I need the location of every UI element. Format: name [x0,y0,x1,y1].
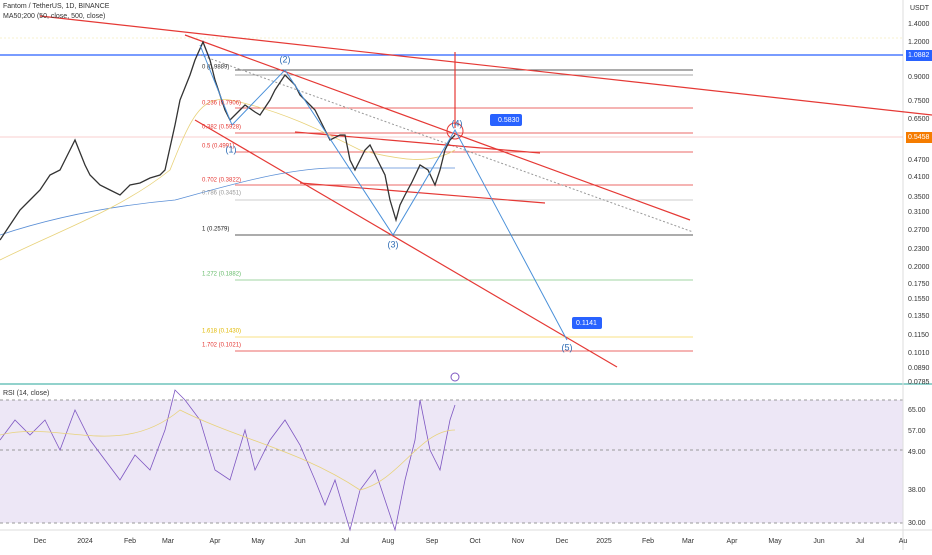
callout-box [490,114,522,126]
fib-label: 1 (0.2579) [202,227,229,233]
price-label: 0.1150 [908,332,929,339]
rsi-axis-label: 38.00 [908,487,926,494]
time-label: Jun [813,538,824,545]
price-label: 0.5458 [908,134,930,141]
fib-label: 0.786 (0.3451) [202,191,241,197]
time-label: Jul [856,538,865,545]
trendlines [39,15,932,368]
rsi-axis-label: 30.00 [908,520,926,527]
symbol-title: Fantom / TetherUS, 1D, BINANCE [3,3,110,10]
ma-legend: MA50;200 (50, close, 500, close) [3,13,105,20]
price-label: 1.0882 [908,52,930,59]
time-label: Feb [642,538,654,545]
time-label: Sep [426,538,439,545]
rsi-axis-label: 65.00 [908,407,926,414]
price-badge [906,132,932,143]
time-label: Apr [210,538,222,545]
price-label: 0.1750 [908,281,930,288]
wave-label: (5) [562,342,573,352]
time-label: Dec [556,538,569,545]
fib-label: 0 (0.9889) [202,65,229,71]
price-badge [906,50,932,61]
fib-label: 0.702 (0.3822) [202,178,241,184]
fib-label: 0.236 (0.7906) [202,101,241,107]
price-label: 0.3100 [908,209,930,216]
fib-label: 1.618 (0.1430) [202,329,241,335]
rsi-axis-label: 49.00 [908,449,926,456]
time-label: Nov [512,538,525,545]
ma200 [0,167,455,236]
price-label: 0.0785 [908,379,930,386]
time-label: Aug [382,538,395,545]
rsi-line [0,389,456,532]
time-label: Oct [470,538,481,545]
price-label: 0.2000 [908,264,930,271]
wave-label: (1) [226,144,237,154]
price-label: 1.4000 [908,21,930,28]
fib-label: 0.382 (0.5928) [202,125,241,131]
price-label: 0.6500 [908,116,930,123]
price-label: 0.0890 [908,365,930,372]
price-label: 1.2000 [908,39,930,46]
time-label: May [251,538,265,545]
price-series [0,40,456,241]
price-label: 0.1350 [908,313,930,320]
callout-box [572,317,602,329]
highlight-circle [446,122,464,140]
time-label: 2025 [596,538,612,545]
price-label: 0.7500 [908,98,930,105]
wave-path [199,44,568,341]
rsi-band [0,400,903,523]
currency: USDT [910,5,930,12]
time-label: Jul [341,538,350,545]
price-label: 0.2700 [908,227,930,234]
rsi-legend: RSI (14, close) [3,390,49,397]
fib-lines [235,69,693,352]
time-label: May [768,538,782,545]
price-label: 0.2300 [908,246,930,253]
time-label: Au [899,538,908,545]
time-label: Feb [124,538,136,545]
price-label: 0.3500 [908,194,930,201]
wave-label: (3) [388,239,399,249]
callout-label: 0.5830 [498,117,520,124]
price-label: 0.1010 [908,350,930,357]
fib-label: 1.702 (0.1021) [202,343,241,349]
rsi-ma [0,409,456,491]
time-label: 2024 [77,538,93,545]
ma50 [0,98,456,261]
price-label: 0.9000 [908,74,930,81]
price-label: 0.1550 [908,296,930,303]
time-label: Mar [162,538,175,545]
price-label: 0.4700 [908,157,930,164]
event-icon [450,372,460,382]
time-label: Dec [34,538,47,545]
time-label: Jun [294,538,305,545]
price-label: 0.4100 [908,174,930,181]
fib-label: 1.272 (0.1882) [202,272,241,278]
callout-label: 0.1141 [576,320,597,327]
rsi-axis-label: 57.00 [908,428,926,435]
wave-label: (4) [452,118,463,128]
time-label: Mar [682,538,695,545]
time-label: Apr [727,538,739,545]
fib-label: 0.5 (0.4991) [202,144,234,150]
wave-label: (2) [280,54,291,64]
